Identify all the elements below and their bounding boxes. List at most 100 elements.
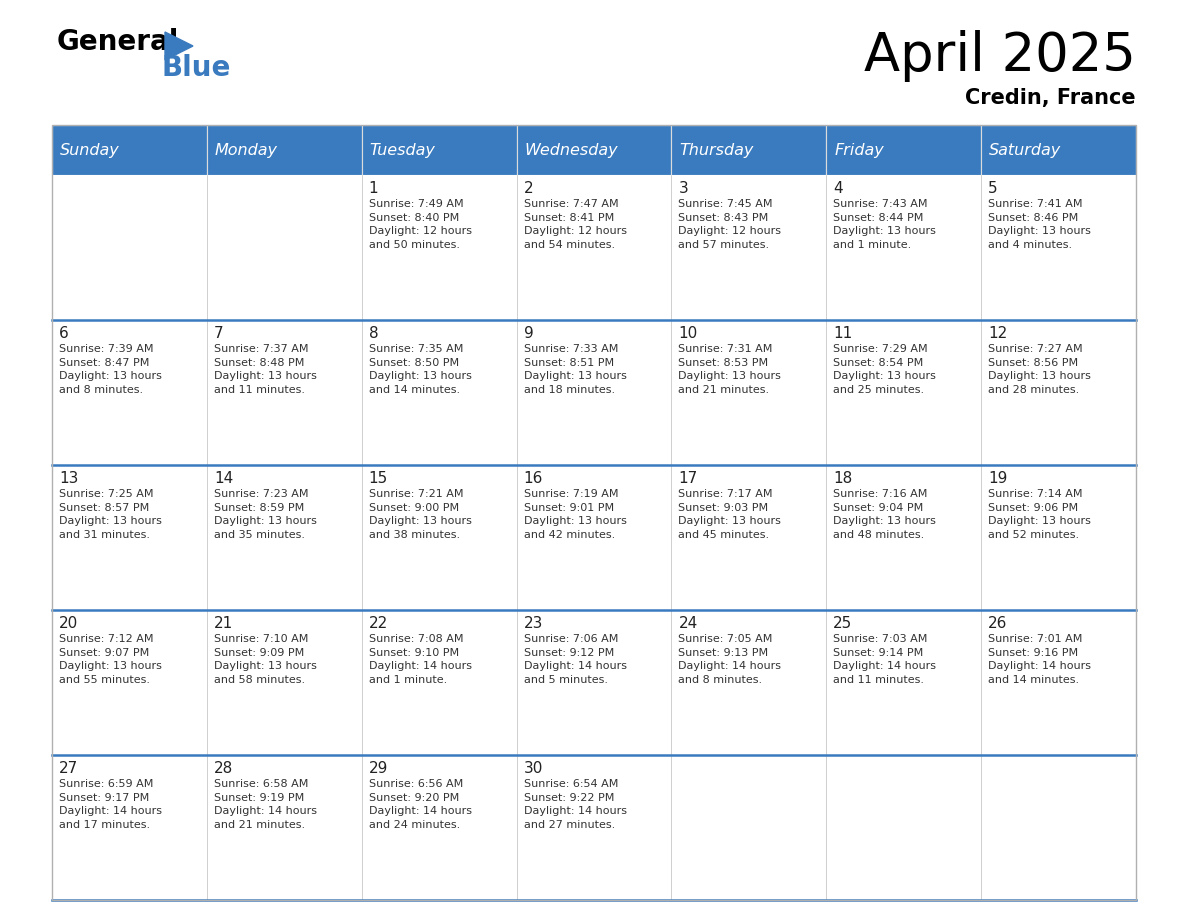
Text: General: General (57, 28, 179, 56)
Bar (207, 175, 361, 320)
Bar (207, 755, 361, 900)
Text: 16: 16 (524, 471, 543, 486)
Text: Sunrise: 7:08 AM
Sunset: 9:10 PM
Daylight: 14 hours
and 1 minute.: Sunrise: 7:08 AM Sunset: 9:10 PM Dayligh… (368, 634, 472, 685)
Text: 10: 10 (678, 326, 697, 341)
Text: 1: 1 (368, 181, 378, 196)
Text: Thursday: Thursday (680, 142, 754, 158)
Text: Sunrise: 7:27 AM
Sunset: 8:56 PM
Daylight: 13 hours
and 28 minutes.: Sunrise: 7:27 AM Sunset: 8:56 PM Dayligh… (988, 344, 1091, 395)
Text: 3: 3 (678, 181, 688, 196)
Bar (52, 125, 207, 175)
Text: 21: 21 (214, 616, 233, 631)
Bar (981, 465, 1136, 610)
Bar (361, 175, 517, 320)
Text: Sunrise: 7:47 AM
Sunset: 8:41 PM
Daylight: 12 hours
and 54 minutes.: Sunrise: 7:47 AM Sunset: 8:41 PM Dayligh… (524, 199, 626, 250)
Text: 4: 4 (833, 181, 843, 196)
Bar (671, 175, 827, 320)
Polygon shape (165, 32, 192, 60)
Bar (207, 610, 361, 755)
Text: Sunrise: 7:21 AM
Sunset: 9:00 PM
Daylight: 13 hours
and 38 minutes.: Sunrise: 7:21 AM Sunset: 9:00 PM Dayligh… (368, 489, 472, 540)
Bar (517, 610, 671, 755)
Text: Sunday: Sunday (61, 142, 120, 158)
Text: Sunrise: 6:54 AM
Sunset: 9:22 PM
Daylight: 14 hours
and 27 minutes.: Sunrise: 6:54 AM Sunset: 9:22 PM Dayligh… (524, 779, 626, 830)
Bar (517, 755, 671, 900)
Text: 9: 9 (524, 326, 533, 341)
Bar (517, 320, 671, 465)
Bar (207, 320, 361, 465)
Bar (981, 755, 1136, 900)
Text: 27: 27 (59, 761, 78, 776)
Bar (52, 125, 1136, 900)
Text: Sunrise: 7:17 AM
Sunset: 9:03 PM
Daylight: 13 hours
and 45 minutes.: Sunrise: 7:17 AM Sunset: 9:03 PM Dayligh… (678, 489, 782, 540)
Bar (981, 125, 1136, 175)
Text: 18: 18 (833, 471, 853, 486)
Text: Sunrise: 7:03 AM
Sunset: 9:14 PM
Daylight: 14 hours
and 11 minutes.: Sunrise: 7:03 AM Sunset: 9:14 PM Dayligh… (833, 634, 936, 685)
Text: Wednesday: Wednesday (525, 142, 618, 158)
Text: 24: 24 (678, 616, 697, 631)
Text: Sunrise: 7:16 AM
Sunset: 9:04 PM
Daylight: 13 hours
and 48 minutes.: Sunrise: 7:16 AM Sunset: 9:04 PM Dayligh… (833, 489, 936, 540)
Text: 29: 29 (368, 761, 388, 776)
Bar (827, 175, 981, 320)
Text: Tuesday: Tuesday (369, 142, 436, 158)
Bar (361, 610, 517, 755)
Text: Sunrise: 7:01 AM
Sunset: 9:16 PM
Daylight: 14 hours
and 14 minutes.: Sunrise: 7:01 AM Sunset: 9:16 PM Dayligh… (988, 634, 1091, 685)
Bar (207, 465, 361, 610)
Text: 5: 5 (988, 181, 998, 196)
Bar (52, 175, 207, 320)
Bar (52, 610, 207, 755)
Text: Sunrise: 7:45 AM
Sunset: 8:43 PM
Daylight: 12 hours
and 57 minutes.: Sunrise: 7:45 AM Sunset: 8:43 PM Dayligh… (678, 199, 782, 250)
Bar (361, 125, 517, 175)
Bar (671, 755, 827, 900)
Text: Sunrise: 7:33 AM
Sunset: 8:51 PM
Daylight: 13 hours
and 18 minutes.: Sunrise: 7:33 AM Sunset: 8:51 PM Dayligh… (524, 344, 626, 395)
Bar (52, 755, 207, 900)
Text: Sunrise: 7:35 AM
Sunset: 8:50 PM
Daylight: 13 hours
and 14 minutes.: Sunrise: 7:35 AM Sunset: 8:50 PM Dayligh… (368, 344, 472, 395)
Text: 11: 11 (833, 326, 853, 341)
Text: Sunrise: 6:59 AM
Sunset: 9:17 PM
Daylight: 14 hours
and 17 minutes.: Sunrise: 6:59 AM Sunset: 9:17 PM Dayligh… (59, 779, 162, 830)
Bar (671, 125, 827, 175)
Bar (52, 320, 207, 465)
Text: Sunrise: 7:41 AM
Sunset: 8:46 PM
Daylight: 13 hours
and 4 minutes.: Sunrise: 7:41 AM Sunset: 8:46 PM Dayligh… (988, 199, 1091, 250)
Text: Sunrise: 7:39 AM
Sunset: 8:47 PM
Daylight: 13 hours
and 8 minutes.: Sunrise: 7:39 AM Sunset: 8:47 PM Dayligh… (59, 344, 162, 395)
Bar (827, 465, 981, 610)
Text: Sunrise: 7:14 AM
Sunset: 9:06 PM
Daylight: 13 hours
and 52 minutes.: Sunrise: 7:14 AM Sunset: 9:06 PM Dayligh… (988, 489, 1091, 540)
Text: 12: 12 (988, 326, 1007, 341)
Text: 7: 7 (214, 326, 223, 341)
Text: Sunrise: 7:49 AM
Sunset: 8:40 PM
Daylight: 12 hours
and 50 minutes.: Sunrise: 7:49 AM Sunset: 8:40 PM Dayligh… (368, 199, 472, 250)
Bar (827, 610, 981, 755)
Text: Monday: Monday (215, 142, 278, 158)
Text: 15: 15 (368, 471, 388, 486)
Text: Sunrise: 7:25 AM
Sunset: 8:57 PM
Daylight: 13 hours
and 31 minutes.: Sunrise: 7:25 AM Sunset: 8:57 PM Dayligh… (59, 489, 162, 540)
Text: 14: 14 (214, 471, 233, 486)
Text: 22: 22 (368, 616, 388, 631)
Bar (517, 175, 671, 320)
Bar (671, 320, 827, 465)
Bar (981, 320, 1136, 465)
Text: 20: 20 (59, 616, 78, 631)
Text: Sunrise: 7:29 AM
Sunset: 8:54 PM
Daylight: 13 hours
and 25 minutes.: Sunrise: 7:29 AM Sunset: 8:54 PM Dayligh… (833, 344, 936, 395)
Text: Sunrise: 7:23 AM
Sunset: 8:59 PM
Daylight: 13 hours
and 35 minutes.: Sunrise: 7:23 AM Sunset: 8:59 PM Dayligh… (214, 489, 317, 540)
Text: 30: 30 (524, 761, 543, 776)
Text: 6: 6 (59, 326, 69, 341)
Text: Sunrise: 7:12 AM
Sunset: 9:07 PM
Daylight: 13 hours
and 55 minutes.: Sunrise: 7:12 AM Sunset: 9:07 PM Dayligh… (59, 634, 162, 685)
Bar (981, 175, 1136, 320)
Text: 13: 13 (59, 471, 78, 486)
Text: Sunrise: 7:19 AM
Sunset: 9:01 PM
Daylight: 13 hours
and 42 minutes.: Sunrise: 7:19 AM Sunset: 9:01 PM Dayligh… (524, 489, 626, 540)
Text: Sunrise: 7:06 AM
Sunset: 9:12 PM
Daylight: 14 hours
and 5 minutes.: Sunrise: 7:06 AM Sunset: 9:12 PM Dayligh… (524, 634, 626, 685)
Bar (827, 320, 981, 465)
Bar (361, 755, 517, 900)
Bar (361, 320, 517, 465)
Text: 17: 17 (678, 471, 697, 486)
Text: 25: 25 (833, 616, 853, 631)
Text: 23: 23 (524, 616, 543, 631)
Text: Sunrise: 7:31 AM
Sunset: 8:53 PM
Daylight: 13 hours
and 21 minutes.: Sunrise: 7:31 AM Sunset: 8:53 PM Dayligh… (678, 344, 782, 395)
Text: Sunrise: 6:58 AM
Sunset: 9:19 PM
Daylight: 14 hours
and 21 minutes.: Sunrise: 6:58 AM Sunset: 9:19 PM Dayligh… (214, 779, 317, 830)
Text: 8: 8 (368, 326, 378, 341)
Text: Sunrise: 7:10 AM
Sunset: 9:09 PM
Daylight: 13 hours
and 58 minutes.: Sunrise: 7:10 AM Sunset: 9:09 PM Dayligh… (214, 634, 317, 685)
Text: Sunrise: 7:43 AM
Sunset: 8:44 PM
Daylight: 13 hours
and 1 minute.: Sunrise: 7:43 AM Sunset: 8:44 PM Dayligh… (833, 199, 936, 250)
Text: Sunrise: 7:37 AM
Sunset: 8:48 PM
Daylight: 13 hours
and 11 minutes.: Sunrise: 7:37 AM Sunset: 8:48 PM Dayligh… (214, 344, 317, 395)
Text: 28: 28 (214, 761, 233, 776)
Bar (517, 465, 671, 610)
Text: Blue: Blue (162, 54, 232, 82)
Text: April 2025: April 2025 (864, 30, 1136, 82)
Text: 2: 2 (524, 181, 533, 196)
Bar (981, 610, 1136, 755)
